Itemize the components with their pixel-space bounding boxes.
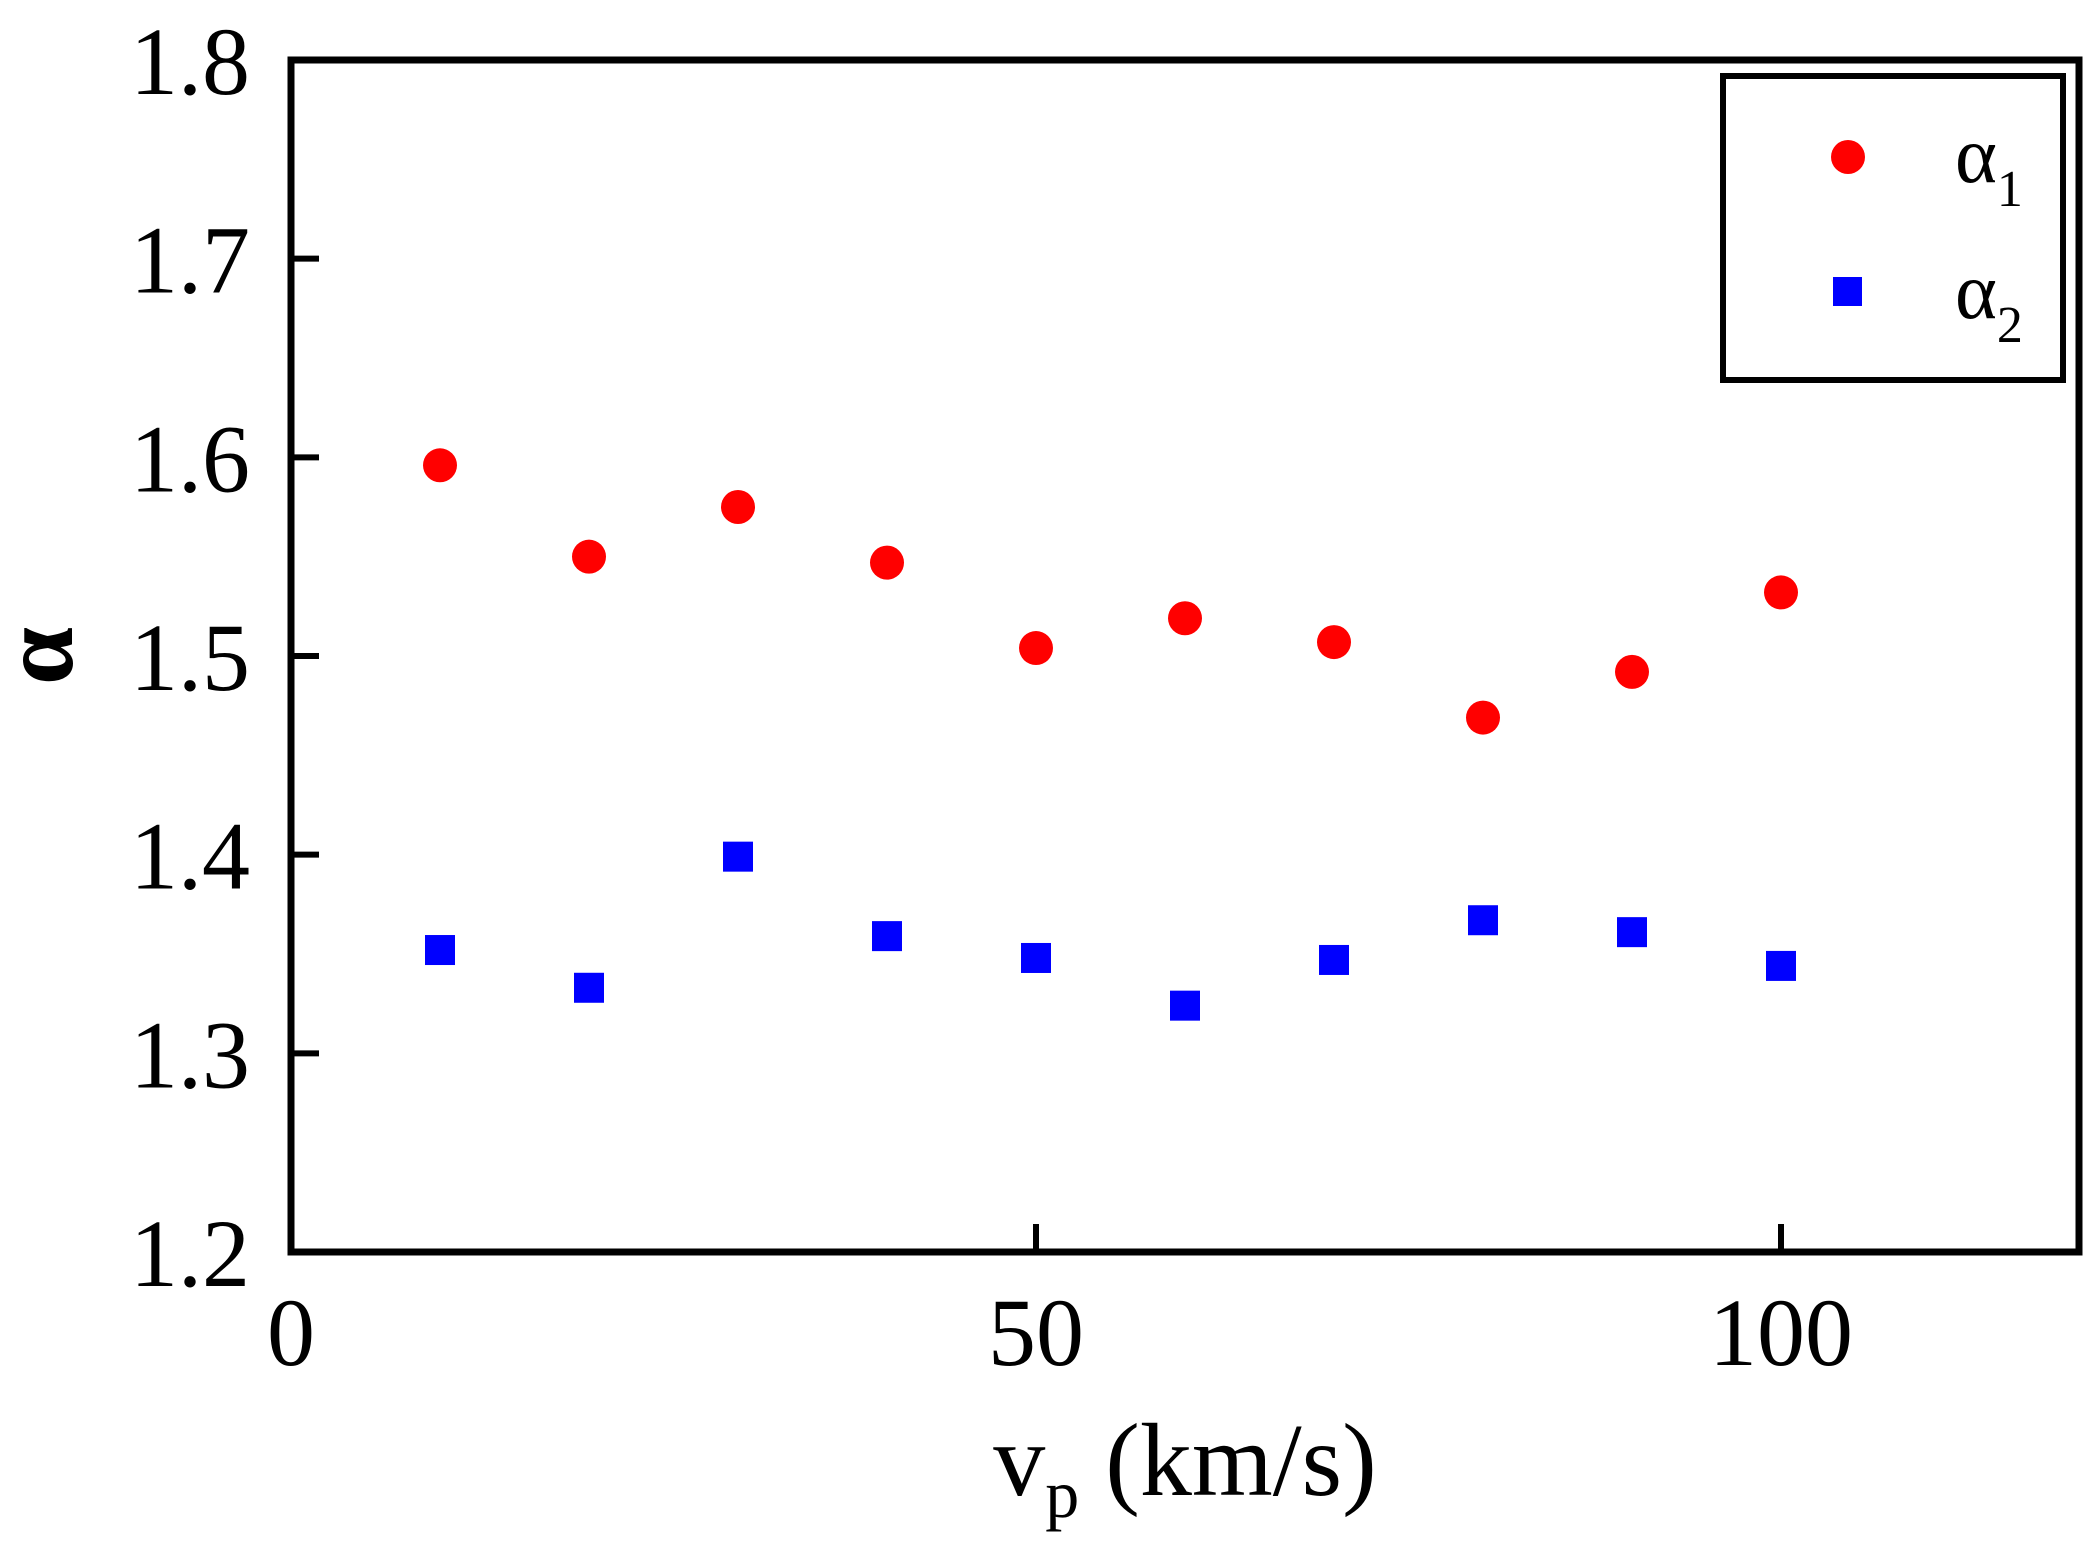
x-axis-label: vp (km/s) [993, 1403, 1377, 1532]
legend-box [1720, 73, 2066, 383]
point-series2 [1766, 950, 1796, 981]
point-series1 [572, 539, 606, 574]
point-series1 [1764, 575, 1798, 610]
point-series1 [721, 490, 755, 524]
y-tick-label: 1.5 [130, 604, 250, 711]
legend: α1 α2 [1720, 73, 2066, 383]
data-points [423, 448, 1798, 1021]
point-series2 [1021, 942, 1051, 973]
x-tick-label: 100 [1709, 1279, 1853, 1386]
point-series1 [1317, 625, 1351, 660]
point-series1 [1168, 601, 1202, 636]
point-series2 [574, 972, 604, 1003]
tick-labels: 0 50 100 1.2 1.3 1.4 1.5 1.6 1.7 1.8 [130, 8, 1853, 1386]
x-axis-label-rest: (km/s) [1079, 1403, 1377, 1518]
point-series2 [1319, 944, 1349, 975]
plot-frame [287, 56, 2083, 1256]
point-series2 [872, 921, 902, 952]
y-axis-label: α [0, 627, 95, 685]
x-axis-label-sub: p [1045, 1456, 1079, 1532]
point-series2 [1468, 905, 1498, 936]
x-tick-label: 50 [988, 1279, 1084, 1386]
point-series1 [1466, 700, 1500, 735]
point-series1 [1019, 631, 1053, 666]
point-series1 [870, 545, 904, 580]
legend-marker-alpha1 [1831, 140, 1865, 174]
point-series1 [1615, 654, 1649, 689]
y-tick-label: 1.8 [130, 8, 250, 115]
legend-marker-alpha2 [1833, 277, 1862, 306]
point-series2 [1617, 917, 1647, 948]
y-tick-label: 1.2 [130, 1200, 250, 1307]
point-series2 [723, 841, 753, 872]
x-tick-label: 0 [267, 1279, 315, 1386]
x-axis-label-main: v [993, 1403, 1045, 1518]
y-tick-label: 1.7 [130, 207, 250, 314]
legend-label-alpha1: α1 [1955, 112, 2023, 218]
point-series1 [423, 448, 457, 483]
point-series2 [425, 935, 455, 966]
legend-label-alpha2: α2 [1955, 248, 2023, 354]
y-tick-label: 1.6 [130, 405, 250, 512]
y-tick-label: 1.4 [130, 803, 250, 910]
point-series2 [1170, 990, 1200, 1021]
y-tick-label: 1.3 [130, 1001, 250, 1108]
